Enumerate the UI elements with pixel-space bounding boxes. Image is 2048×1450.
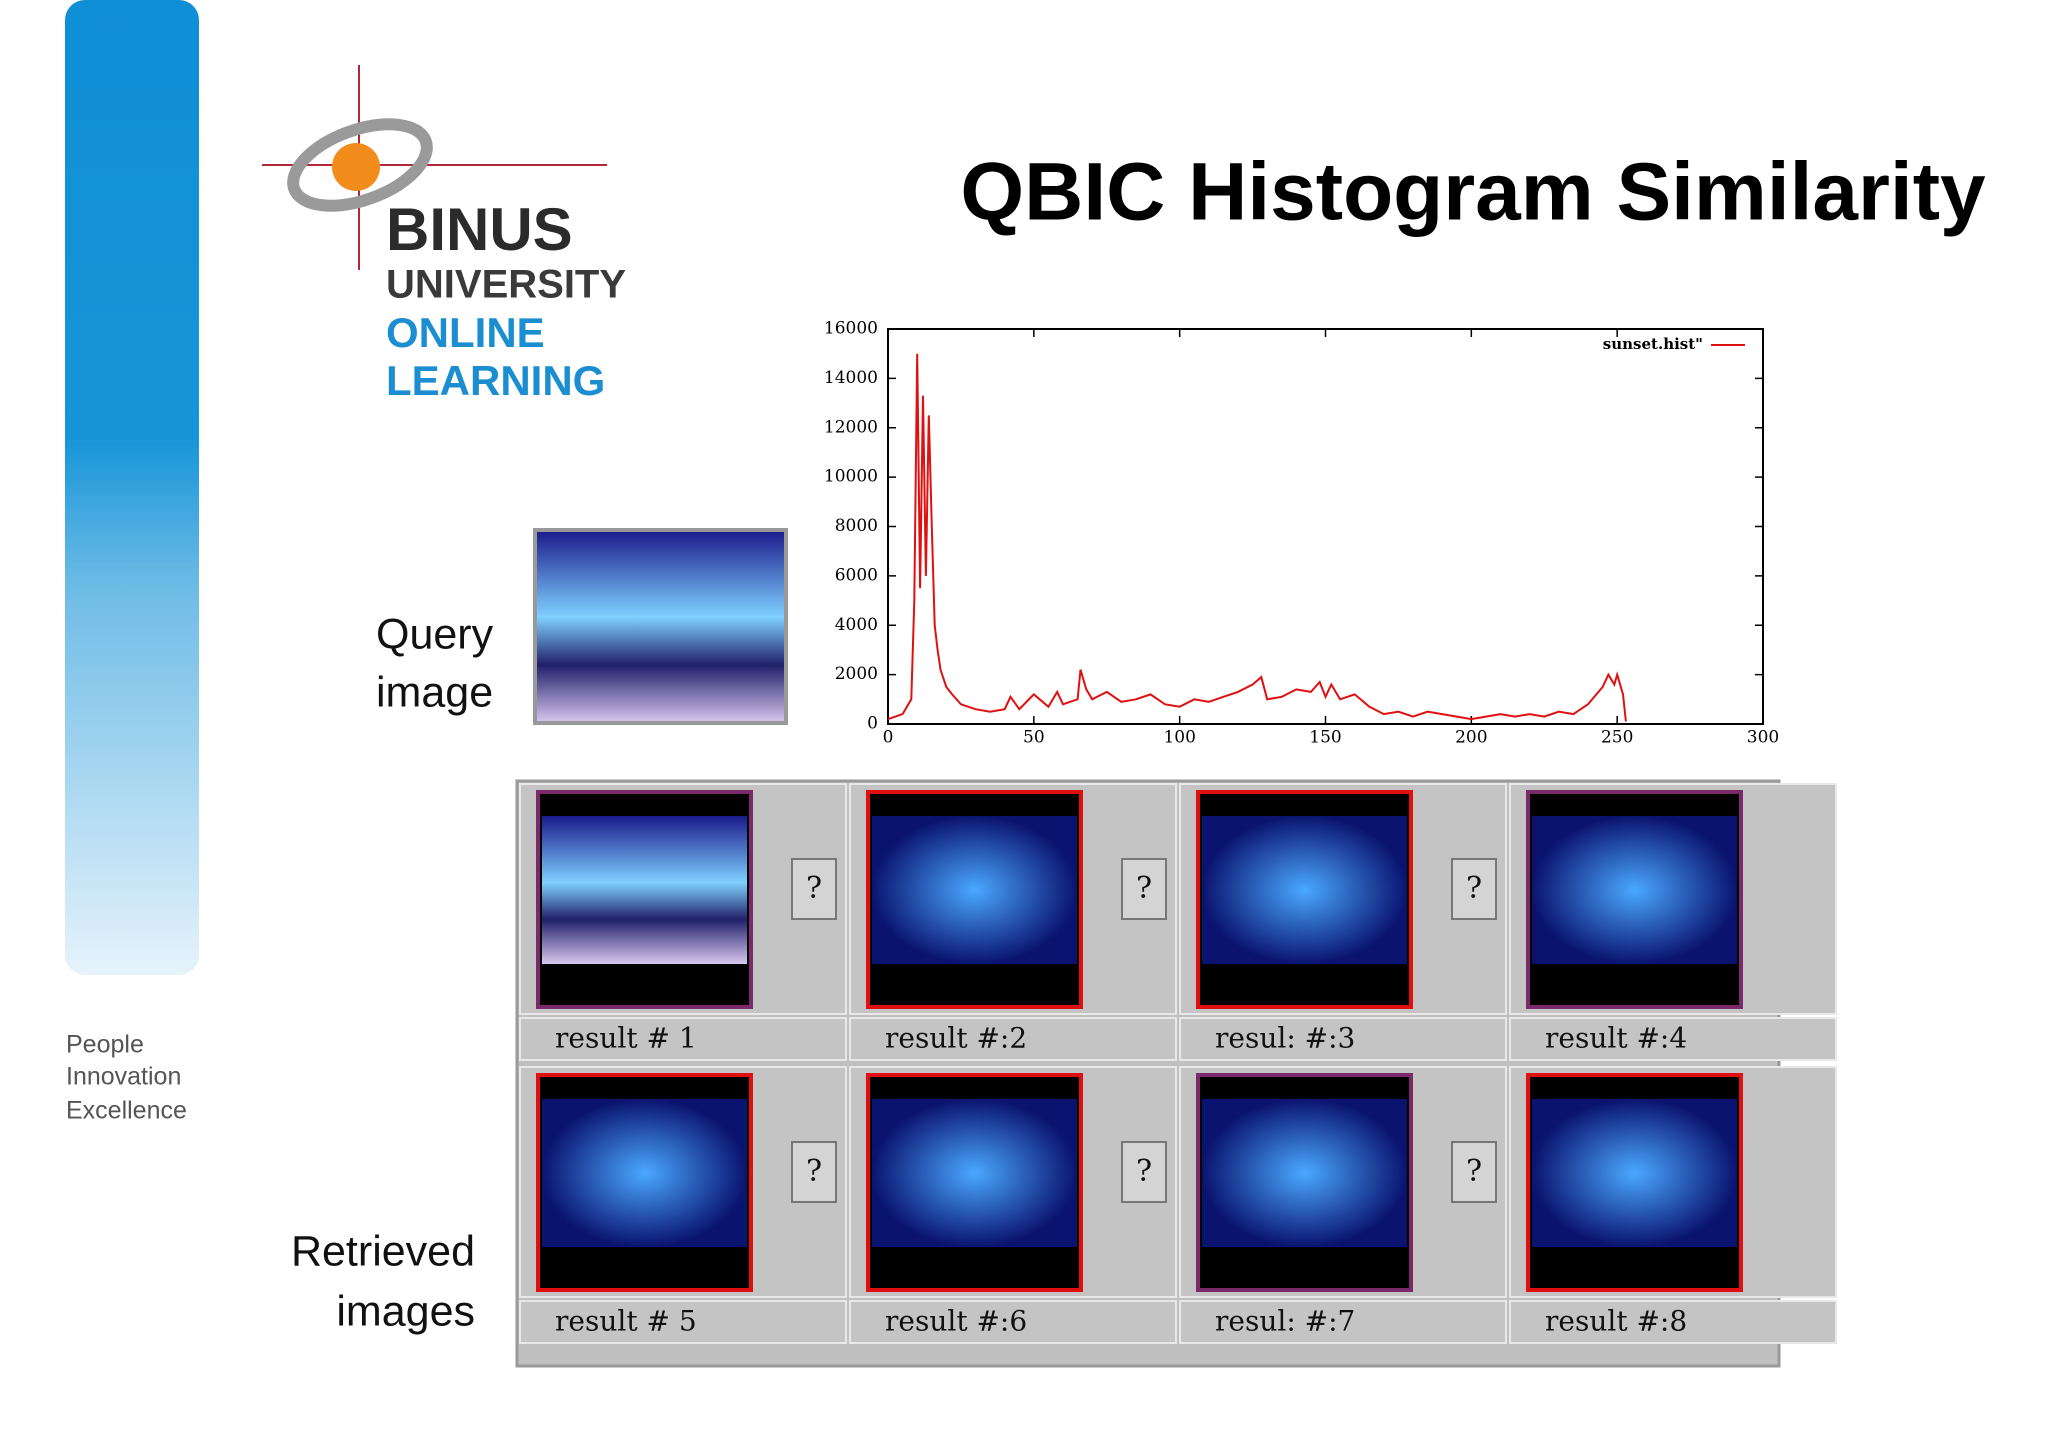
help-button[interactable]	[791, 858, 837, 920]
x-tick-label: 300	[1747, 728, 1779, 748]
y-tick-label: 4000	[835, 615, 878, 635]
logo-line: LEARNING	[386, 357, 605, 404]
label-bar	[1179, 1300, 1507, 1344]
legend-label: sunset.hist"	[1603, 335, 1703, 353]
label-bar	[1179, 1017, 1507, 1061]
x-tick-label: 250	[1601, 728, 1633, 748]
label-bar	[519, 1300, 847, 1344]
help-button-label[interactable]: ?	[1466, 871, 1482, 906]
y-tick-label: 12000	[824, 417, 878, 437]
plot-frame	[887, 328, 1764, 725]
sidebar	[65, 0, 199, 975]
logo-line: BINUS	[386, 196, 573, 263]
logo-mark	[262, 65, 607, 270]
slide-title: QBIC Histogram Similarity	[960, 147, 1986, 238]
help-button[interactable]	[1451, 858, 1497, 920]
query-label: Query	[376, 610, 494, 658]
help-button-label[interactable]: ?	[1136, 871, 1152, 906]
query-image	[533, 528, 788, 725]
logo-text: BINUS UNIVERSITY ONLINE LEARNING	[386, 196, 626, 404]
result-image	[542, 1099, 747, 1247]
label-bar	[519, 1017, 847, 1061]
logo-line: UNIVERSITY	[386, 263, 626, 307]
y-tick-label: 16000	[824, 319, 878, 339]
tagline-line: Innovation	[66, 1063, 181, 1091]
result-label: resul: #:7	[1215, 1305, 1355, 1338]
result-image	[1532, 1099, 1737, 1247]
retrieved-label: images	[336, 1287, 475, 1335]
result-label: result #:2	[885, 1022, 1027, 1055]
help-button-label[interactable]: ?	[806, 1154, 822, 1189]
tagline-line: Excellence	[66, 1097, 187, 1125]
histogram-line	[887, 353, 1627, 722]
retrieved-label: Retrieved	[291, 1227, 475, 1275]
x-tick-label: 200	[1455, 728, 1487, 748]
label-bar	[849, 1300, 1177, 1344]
result-label: result # 1	[555, 1022, 697, 1055]
label-bar	[849, 1017, 1177, 1061]
label-bar	[1509, 1300, 1837, 1344]
y-tick-label: 2000	[835, 664, 878, 684]
result-image	[542, 816, 747, 964]
help-button[interactable]	[1451, 1141, 1497, 1203]
logo-line: ONLINE	[386, 309, 545, 356]
help-button[interactable]	[791, 1141, 837, 1203]
result-image	[872, 816, 1077, 964]
x-tick-label: 50	[1023, 728, 1045, 748]
result-image	[872, 1099, 1077, 1247]
label-bar	[1509, 1017, 1837, 1061]
result-label: result #:6	[885, 1305, 1027, 1338]
result-label: result # 5	[555, 1305, 697, 1338]
y-tick-label: 6000	[835, 565, 878, 585]
query-label: image	[376, 668, 493, 716]
result-label: result #:4	[1545, 1022, 1687, 1055]
x-tick-label: 100	[1163, 728, 1195, 748]
tagline: People Innovation Excellence	[66, 1031, 187, 1125]
tagline-line: People	[66, 1031, 144, 1059]
result-image	[1202, 1099, 1407, 1247]
help-button-label[interactable]: ?	[806, 871, 822, 906]
results-grid: result # 1? result #:2? resul: #:3? result …	[519, 783, 1837, 1344]
help-button[interactable]	[1121, 1141, 1167, 1203]
histogram-chart: 0 2000 4000 6000 8000 10000 12000 14000 16000 0 50…	[824, 319, 1779, 748]
result-label: result #:8	[1545, 1305, 1687, 1338]
x-tick-label: 150	[1309, 728, 1341, 748]
result-image	[1202, 816, 1407, 964]
help-button[interactable]	[1121, 858, 1167, 920]
result-image	[1532, 816, 1737, 964]
help-button-label[interactable]: ?	[1466, 1154, 1482, 1189]
y-tick-label: 0	[867, 714, 878, 734]
y-tick-label: 10000	[824, 467, 878, 487]
help-button-label[interactable]: ?	[1136, 1154, 1152, 1189]
result-label: resul: #:3	[1215, 1022, 1355, 1055]
y-tick-label: 8000	[835, 516, 878, 536]
y-tick-label: 14000	[824, 368, 878, 388]
x-tick-label: 0	[883, 728, 894, 748]
